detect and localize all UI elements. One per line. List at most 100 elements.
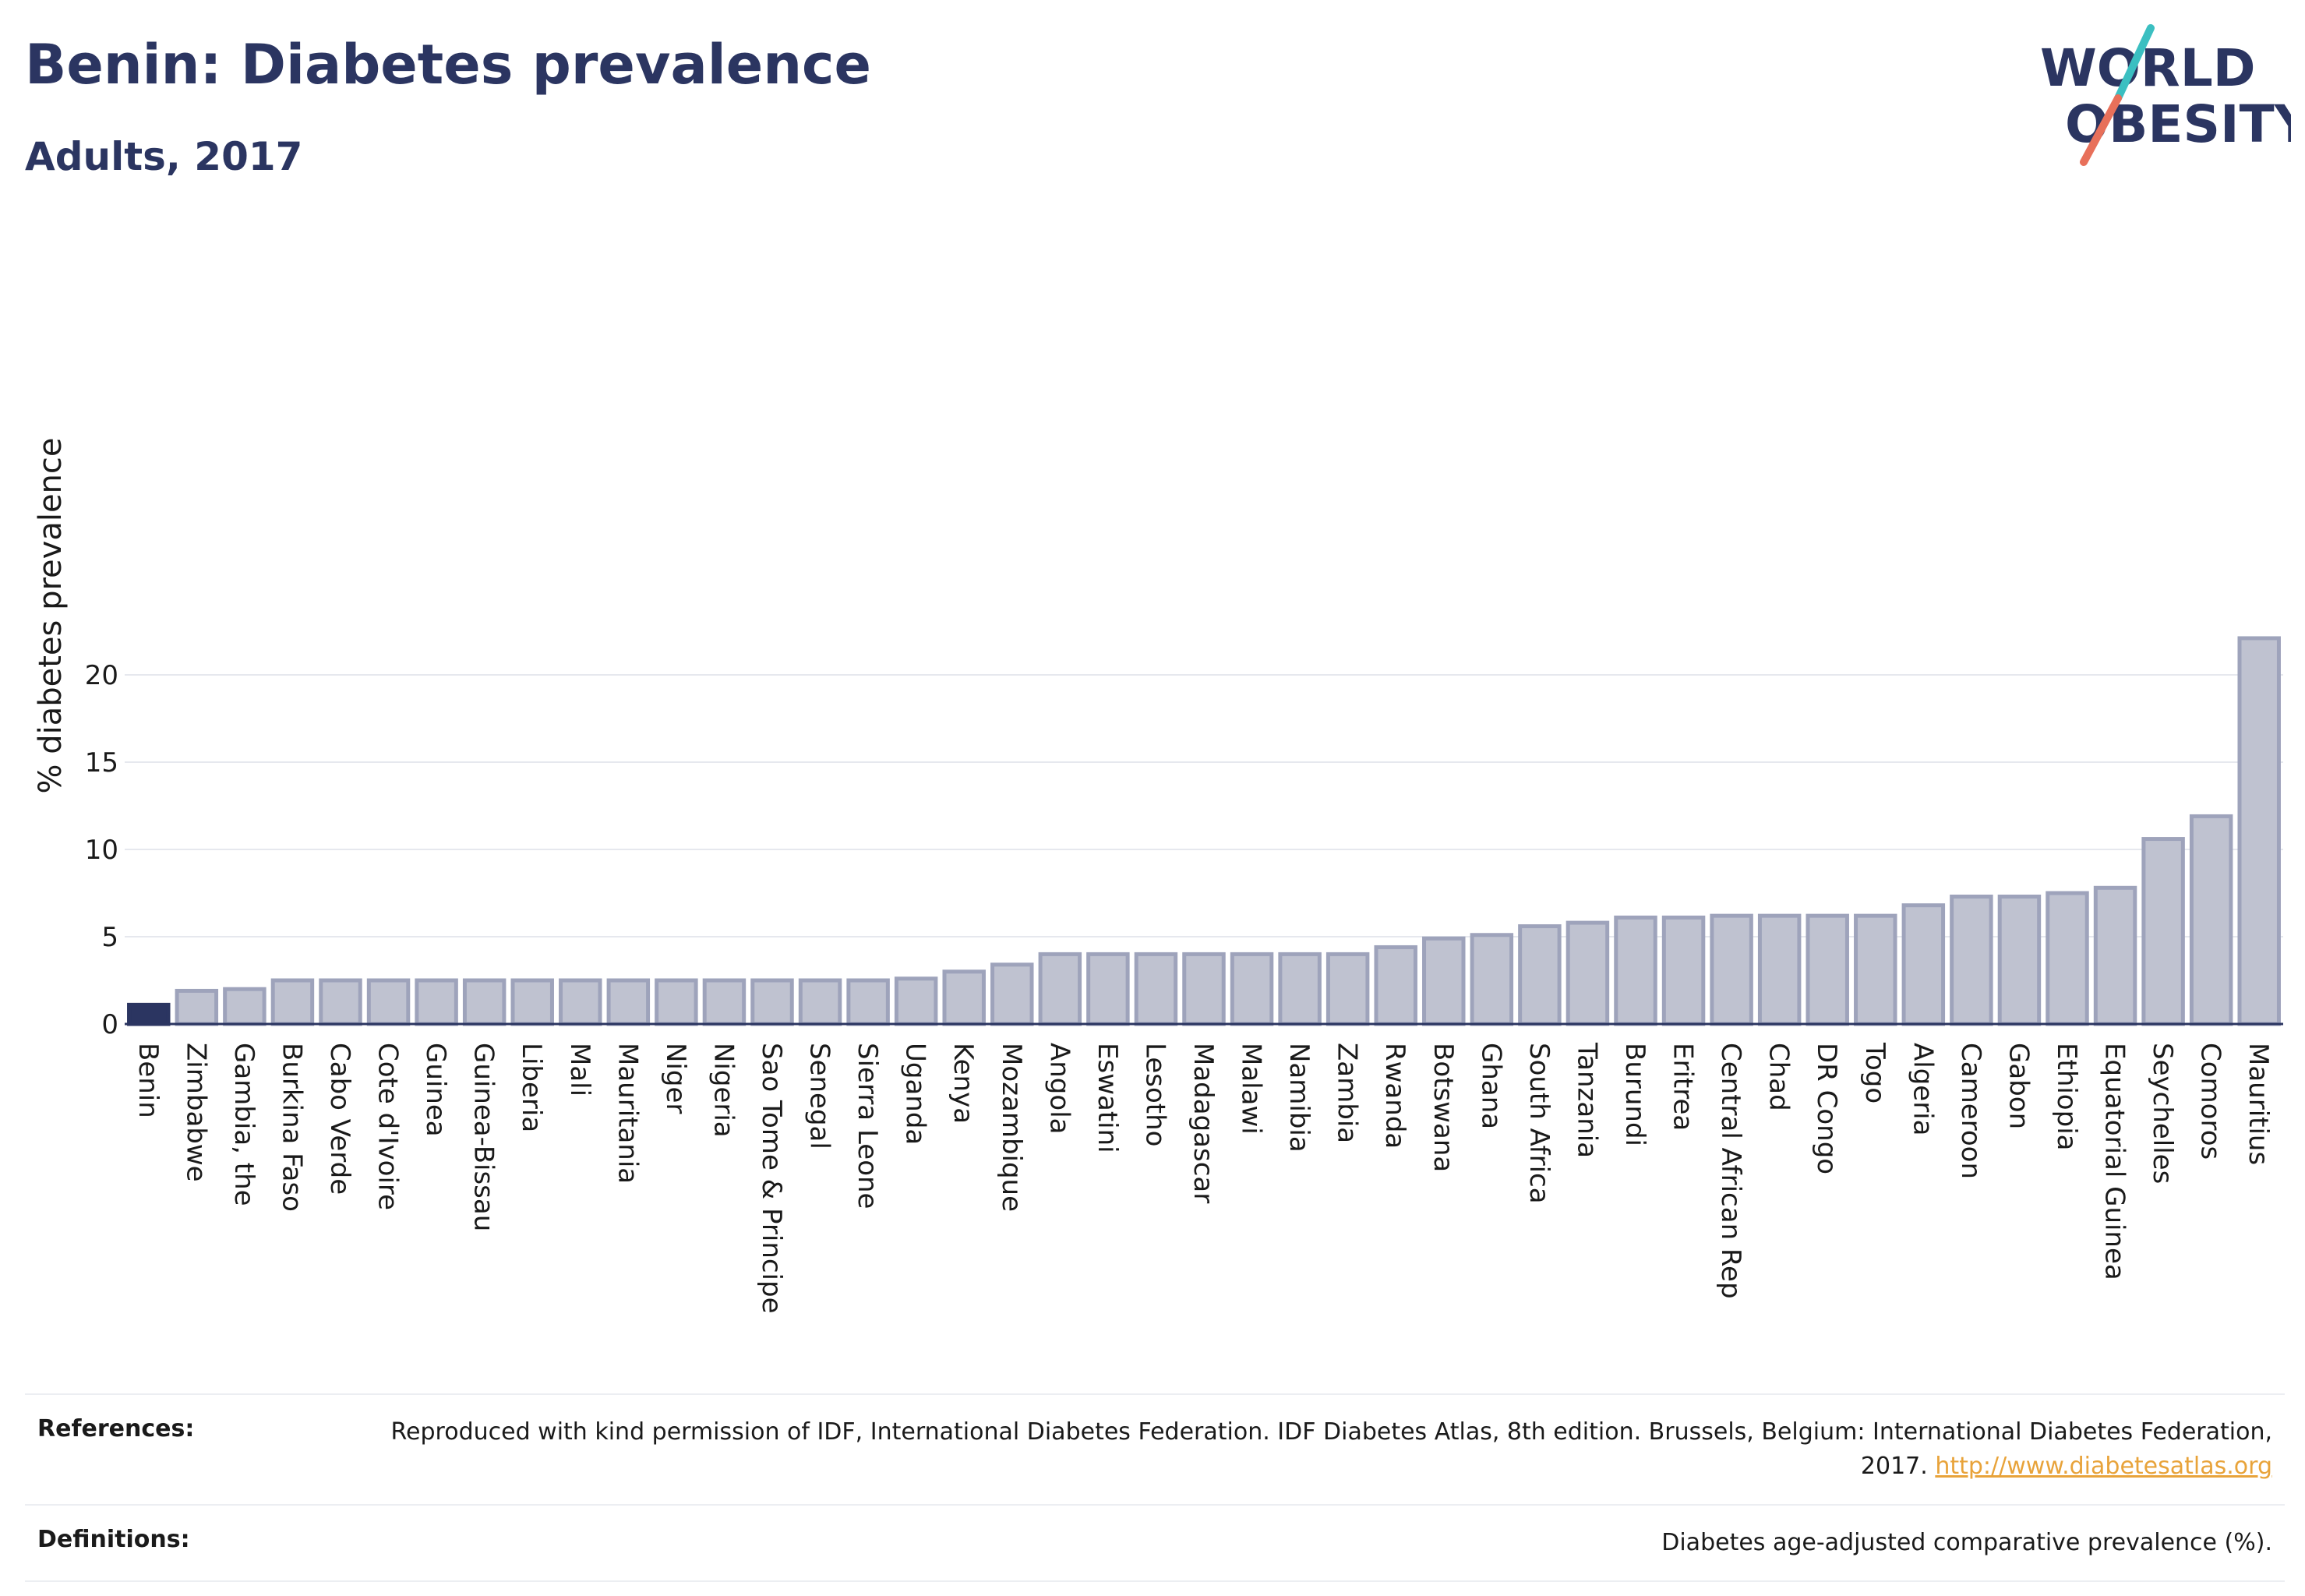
x-tick-label: Burkina Faso [276,1043,307,1212]
x-tick-label: Algeria [1907,1043,1938,1135]
x-tick-label: Togo [1859,1042,1890,1103]
x-tick-label: Burundi [1619,1043,1650,1146]
bar-uganda [894,976,938,1026]
x-tick-label: Mali [564,1043,595,1096]
bar-kenya [942,969,986,1026]
bar-cameroon [1950,894,1993,1026]
logo-slash-teal [2114,24,2155,102]
bar-mozambique [990,962,1034,1026]
x-tick-label: Comoros [2195,1043,2226,1160]
y-axis-label: % diabetes prevalence [33,437,69,793]
x-tick-label: Gabon [2003,1043,2034,1129]
bar-ethiopia [2046,891,2089,1026]
bars [127,636,2281,1026]
bar-guinea-bissau [462,978,507,1026]
bar-cabo-verde [319,978,362,1026]
bar-equatorial-guinea [2093,885,2137,1026]
x-tick-label: Rwanda [1379,1043,1410,1149]
world-obesity-logo: WORLD OBESITY [2040,24,2291,166]
x-tick-label: Benin [132,1043,164,1118]
bar-mali [559,978,602,1026]
x-tick-label: Kenya [948,1043,979,1124]
bar-central-african-rep [1710,913,1753,1026]
bar-guinea [415,978,458,1026]
bar-seychelles [2141,837,2185,1026]
logo-text-world: WORLD [2040,38,2256,98]
bar-eritrea [1661,915,1706,1026]
chart-subtitle: Adults, 2017 [25,134,303,179]
bar-namibia [1278,952,1322,1026]
bar-tanzania [1565,920,1610,1026]
definitions-label: Definitions: [37,1526,190,1553]
x-tick-label: Niger [660,1043,691,1114]
x-tick-label: Malawi [1236,1043,1267,1135]
definitions-row: Definitions: Diabetes age-adjusted compa… [25,1504,2285,1582]
references-citation: Reproduced with kind permission of IDF, … [390,1418,2272,1480]
x-tick-label: Cabo Verde [324,1043,355,1195]
x-tick-label: Seychelles [2147,1043,2178,1184]
bar-algeria [1901,903,1946,1026]
logo-slash-coral [2080,94,2122,166]
x-tick-label: Zimbabwe [180,1043,211,1182]
y-tick-label: 20 [85,660,118,691]
y-tick-label: 15 [85,747,118,779]
x-tick-label: Guinea [420,1043,451,1137]
bar-chad [1757,913,1802,1026]
x-tick-label: Mauritania [612,1043,643,1184]
x-tick-label: Eswatini [1092,1043,1123,1153]
bar-madagascar [1182,952,1226,1026]
bar-south-africa [1518,924,1562,1026]
x-tick-label: Nigeria [708,1043,739,1138]
x-tick-label: DR Congo [1811,1043,1842,1174]
bar-mauritania [606,978,651,1026]
bar-nigeria [702,978,747,1026]
chart-title: Benin: Diabetes prevalence [25,33,871,97]
x-tick-label: Ghana [1475,1043,1506,1129]
x-tick-label: Sierra Leone [852,1043,883,1209]
x-tick-label: Uganda [900,1043,931,1145]
bar-mauritius [2237,636,2281,1026]
x-tick-label: Tanzania [1571,1042,1602,1158]
x-tick-label: Central African Rep [1715,1043,1746,1299]
category-labels: Benin Zimbabwe Gambia, the Burkina Faso Cabo… [132,1042,2274,1314]
axes: 0 5 10 15 20 [85,660,2283,1040]
bar-botswana [1422,936,1466,1026]
bar-sao-tome-principe [750,978,794,1026]
x-tick-label: Cote d'Ivoire [372,1043,404,1210]
bar-comoros [2189,814,2233,1026]
x-tick-label: Lesotho [1139,1043,1170,1146]
x-tick-label: Equatorial Guinea [2099,1043,2130,1280]
bar-lesotho [1134,952,1178,1026]
x-tick-label: Guinea-Bissau [468,1043,499,1231]
bar-zimbabwe [175,988,219,1026]
footer: References: Reproduced with kind permiss… [25,1393,2285,1582]
bar-angola [1038,952,1082,1026]
bar-liberia [510,978,554,1026]
x-tick-label: Ethiopia [2051,1043,2082,1150]
x-tick-label: Eritrea [1668,1043,1699,1131]
x-tick-label: Chad [1763,1043,1795,1111]
bar-gabon [1997,894,2042,1026]
bar-chart: 0 5 10 15 20 Benin Zimbabwe Gambia, the Burkina… [33,437,2283,1314]
x-tick-label: Mozambique [996,1043,1027,1212]
bar-cote-d-ivoire [366,978,411,1026]
x-tick-label: Botswana [1428,1043,1459,1172]
x-tick-label: Senegal [804,1043,835,1149]
bar-senegal [798,978,842,1026]
references-row: References: Reproduced with kind permiss… [25,1393,2285,1504]
x-tick-label: Namibia [1283,1043,1315,1153]
references-link[interactable]: http://www.diabetesatlas.org [1935,1453,2272,1480]
definitions-text: Diabetes age-adjusted comparative preval… [1661,1529,2272,1556]
bar-burkina-faso [270,978,315,1026]
y-tick-label: 10 [85,835,118,866]
x-tick-label: Cameroon [1955,1043,1986,1179]
references-label: References: [37,1415,195,1442]
x-tick-label: Sao Tome & Principe [756,1043,787,1314]
bar-benin [127,1002,171,1026]
bar-sierra-leone [846,978,890,1026]
x-tick-label: Gambia, the [228,1043,259,1206]
bar-gambia-the [223,987,267,1026]
x-tick-label: South Africa [1523,1043,1555,1204]
x-tick-label: Mauritius [2243,1043,2274,1165]
x-tick-label: Liberia [516,1043,547,1132]
